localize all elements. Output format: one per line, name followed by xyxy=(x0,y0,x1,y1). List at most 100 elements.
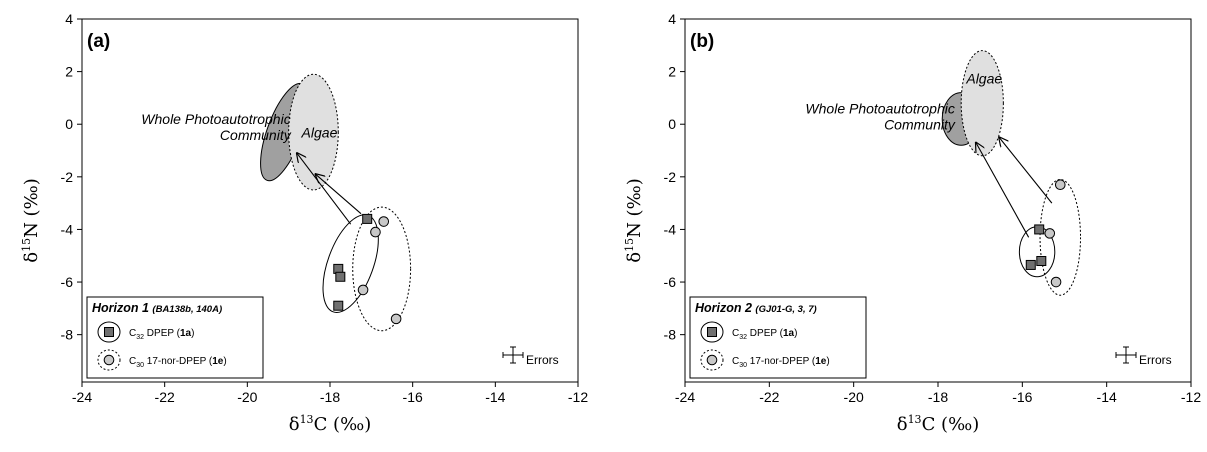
x-axis-title-main: δ xyxy=(289,414,300,435)
data-point-c30 xyxy=(1050,276,1062,288)
x-tick-label: -14 xyxy=(1097,389,1117,405)
data-point-c32 xyxy=(362,213,373,224)
y-axis-title-sup: 15 xyxy=(20,238,33,252)
legend-ring xyxy=(97,321,121,343)
legend-item-text: DPEP ( xyxy=(144,328,181,339)
y-tick-label: 0 xyxy=(668,116,676,132)
x-axis-title-main: δ xyxy=(897,414,908,435)
c32-group-ellipse xyxy=(322,214,379,313)
photoautotrophic-label-line1: Whole Photoautotrophic xyxy=(141,111,290,127)
legend-item-bold: 1a xyxy=(180,328,192,339)
legend-item-label: C30 17-nor-DPEP (1e) xyxy=(732,356,830,369)
legend-item-text: 17-nor-DPEP ( xyxy=(747,356,816,367)
legend-box xyxy=(689,296,867,379)
x-tick-label: -16 xyxy=(403,389,423,405)
x-tick-label: -12 xyxy=(568,389,588,405)
legend-item-bold: 1e xyxy=(815,356,827,367)
data-point-c32 xyxy=(333,300,344,311)
legend-item-label: C32 DPEP (1a) xyxy=(129,328,194,341)
data-point-c30 xyxy=(357,284,369,296)
legend-item-prefix: C xyxy=(129,328,136,339)
y-axis-title: δ15N (‰) xyxy=(623,178,645,263)
shift-arrow xyxy=(976,143,1030,238)
y-axis-title: δ15N (‰) xyxy=(20,178,42,263)
photoautotrophic-label-line2: Community xyxy=(220,127,292,143)
panel-label: (b) xyxy=(690,31,714,52)
legend-box xyxy=(86,296,264,379)
data-point-c30 xyxy=(370,226,381,238)
x-axis-title: δ13C (‰) xyxy=(289,413,372,435)
y-tick-label: -6 xyxy=(61,274,74,290)
legend-symbol-square xyxy=(104,327,114,337)
x-axis-title-sup: 13 xyxy=(908,413,922,426)
legend-ring xyxy=(700,349,724,371)
x-axis-title-sup: 13 xyxy=(300,413,314,426)
data-point-c30 xyxy=(390,313,402,325)
legend-item-bold: 1e xyxy=(212,356,224,367)
legend-ring xyxy=(97,349,121,371)
photoautotrophic-label: Whole Photoautotrophic Community xyxy=(141,111,291,143)
legend-item-sub: 30 xyxy=(136,362,144,369)
legend-item-bold: 1a xyxy=(783,328,795,339)
x-tick-label: -20 xyxy=(844,389,864,405)
legend-item-prefix: C xyxy=(732,328,739,339)
x-tick-label: -24 xyxy=(675,389,695,405)
photoautotrophic-label: Whole Photoautotrophic Community xyxy=(805,101,955,133)
y-tick-label: -6 xyxy=(664,274,677,290)
x-tick-label: -14 xyxy=(485,389,505,405)
legend-symbol-circle xyxy=(706,354,718,366)
legend-item-suffix: ) xyxy=(191,328,194,339)
shift-arrow xyxy=(297,153,352,225)
errors-indicator: Errors xyxy=(1115,346,1172,367)
errors-label: Errors xyxy=(1139,353,1172,367)
y-tick-label: -8 xyxy=(61,327,74,343)
x-tick-label: -22 xyxy=(155,389,175,405)
legend-title-main: Horizon 2 xyxy=(695,301,755,315)
y-axis-title-sup: 15 xyxy=(623,238,636,252)
legend-symbol-square xyxy=(707,327,717,337)
x-tick-label: -20 xyxy=(237,389,257,405)
legend-title: Horizon 1 (BA138b, 140A) xyxy=(92,301,222,315)
errors-label: Errors xyxy=(526,353,559,367)
legend: Horizon 1 (BA138b, 140A)C32 DPEP (1a)C30… xyxy=(86,296,264,379)
legend-item-sub: 32 xyxy=(739,334,747,341)
x-tick-label: -22 xyxy=(759,389,779,405)
data-point-c32 xyxy=(1034,224,1045,235)
x-axis-title: δ13C (‰) xyxy=(897,413,980,435)
x-tick-label: -18 xyxy=(320,389,340,405)
data-point-c32 xyxy=(1036,256,1047,266)
data-point-c32 xyxy=(335,271,346,282)
panel-label: (a) xyxy=(87,31,110,52)
y-axis-title-main: δ xyxy=(624,252,645,263)
y-axis-title-rest: N (‰) xyxy=(21,178,42,238)
y-tick-label: 0 xyxy=(65,116,73,132)
y-tick-label: 4 xyxy=(65,11,73,27)
legend-item-prefix: C xyxy=(732,356,739,367)
y-tick-label: 4 xyxy=(668,11,676,27)
legend-item-prefix: C xyxy=(129,356,136,367)
legend-title-main: Horizon 1 xyxy=(92,301,152,315)
x-tick-label: -16 xyxy=(1012,389,1032,405)
algae-label: Algae xyxy=(301,124,338,140)
c30-group-ellipse xyxy=(1039,178,1082,296)
legend-subtitle: (BA138b, 140A) xyxy=(152,304,222,315)
legend-item-text: 17-nor-DPEP ( xyxy=(144,356,213,367)
photoautotrophic-label-line2: Community xyxy=(884,117,956,133)
c30-group-ellipse xyxy=(352,206,412,332)
algae-label: Algae xyxy=(965,70,1002,86)
legend-item-suffix: ) xyxy=(223,356,226,367)
x-axis-title-rest: C (‰) xyxy=(314,414,372,435)
legend-item-suffix: ) xyxy=(826,356,829,367)
y-axis-title-main: δ xyxy=(21,252,42,263)
x-tick-label: -12 xyxy=(1181,389,1201,405)
y-tick-label: 2 xyxy=(668,64,676,80)
y-tick-label: 2 xyxy=(65,64,73,80)
y-axis-title-rest: N (‰) xyxy=(624,178,645,238)
legend-title: Horizon 2 (GJ01-G, 3, 7) xyxy=(695,301,817,315)
x-tick-label: -18 xyxy=(928,389,948,405)
y-tick-label: -4 xyxy=(61,221,74,237)
legend-item-suffix: ) xyxy=(794,328,797,339)
